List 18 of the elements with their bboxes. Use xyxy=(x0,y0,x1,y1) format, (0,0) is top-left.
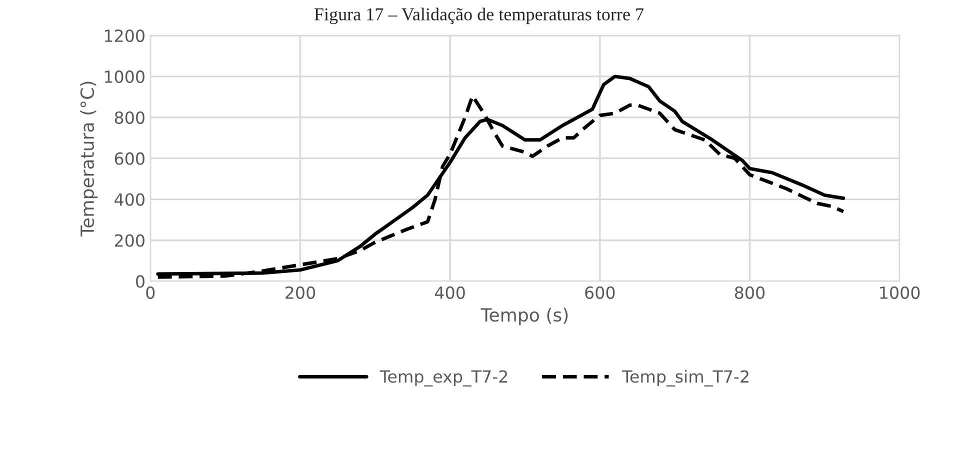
x-tick-label: 400 xyxy=(434,286,465,299)
x-tick-label: 600 xyxy=(585,286,615,299)
y-tick-label: 1000 xyxy=(104,70,144,84)
chart-title: Figura 17 – Validação de temperaturas torre 7 xyxy=(314,8,644,24)
x-axis-title: Tempo (s) xyxy=(480,308,568,326)
x-tick-label: 800 xyxy=(734,286,765,299)
x-tick-label: 200 xyxy=(286,286,316,299)
legend-label: Temp_exp_T7-2 xyxy=(380,370,508,386)
x-tick-label: 1000 xyxy=(880,286,920,299)
legend-label: Temp_sim_T7-2 xyxy=(622,370,748,386)
y-axis-title: Temperatura (°C) xyxy=(80,82,98,236)
y-tick-label: 0 xyxy=(136,275,144,288)
y-tick-label: 200 xyxy=(114,234,144,247)
y-tick-label: 600 xyxy=(114,152,144,165)
y-tick-label: 800 xyxy=(114,111,144,124)
x-tick-label: 0 xyxy=(146,286,155,299)
y-tick-label: 1200 xyxy=(104,29,144,42)
y-tick-label: 400 xyxy=(114,193,144,206)
